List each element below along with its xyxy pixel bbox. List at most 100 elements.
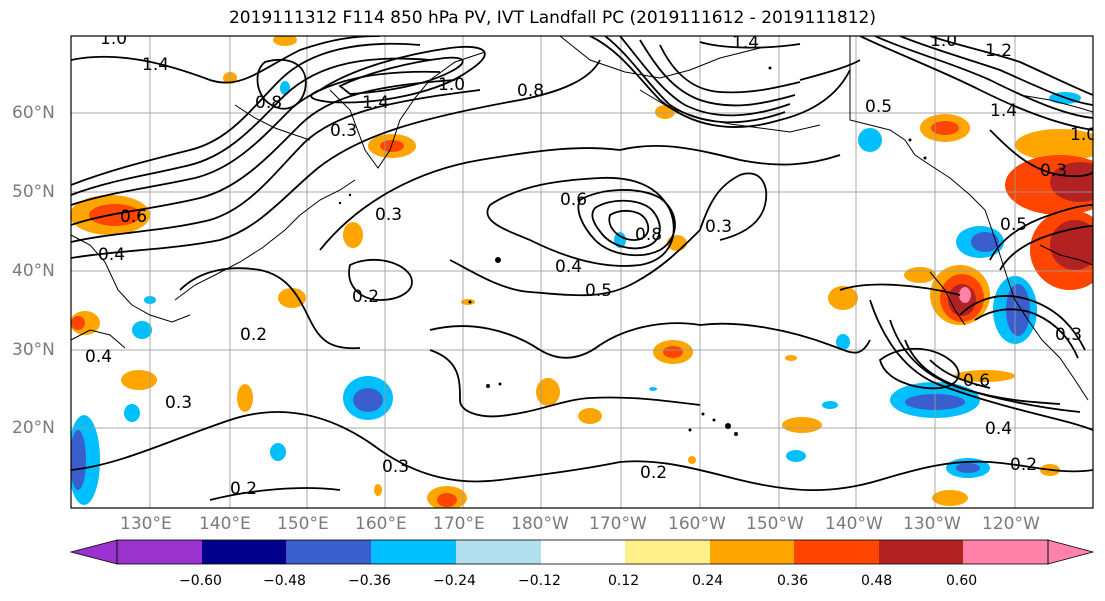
colorbar-tick-label: −0.60 bbox=[179, 573, 222, 589]
positive-anomaly-patch bbox=[828, 286, 858, 310]
lon-label: 160°E bbox=[355, 514, 407, 534]
negative-anomaly-patch bbox=[132, 321, 152, 339]
negative-anomaly-patch bbox=[971, 232, 999, 252]
positive-anomaly-patch bbox=[461, 299, 475, 305]
lat-label: 50°N bbox=[12, 182, 55, 202]
colorbar-bin bbox=[963, 540, 1048, 564]
lon-label: 130°E bbox=[120, 514, 172, 534]
map-area: 1.0 1.4 0.8 1.4 1.0 0.3 0.8 1.4 1.0 1.2 … bbox=[71, 29, 1097, 508]
negative-anomaly-patch bbox=[280, 81, 290, 95]
contour-label: 1.0 bbox=[1070, 125, 1097, 145]
lon-label: 130°W bbox=[903, 514, 961, 534]
colorbar-tick-label: 0.12 bbox=[608, 573, 640, 589]
contour-label: 0.2 bbox=[640, 463, 667, 483]
contour-label: 0.3 bbox=[382, 457, 409, 477]
contour-label: 0.6 bbox=[560, 190, 587, 210]
colorbar-bin bbox=[286, 540, 371, 564]
lon-label: 150°E bbox=[277, 514, 329, 534]
contour-label: 0.5 bbox=[585, 281, 612, 301]
contour-label: 0.3 bbox=[705, 217, 732, 237]
lon-label: 140°E bbox=[199, 514, 251, 534]
positive-anomaly-patch bbox=[374, 484, 382, 496]
colorbar-extend-high bbox=[1047, 539, 1095, 565]
contour-label: 0.6 bbox=[120, 207, 147, 227]
colorbar-tick-label: 0.48 bbox=[861, 573, 893, 589]
contour-label: 0.4 bbox=[98, 245, 125, 265]
contour-label: 1.4 bbox=[362, 93, 389, 113]
contour-label: 0.3 bbox=[375, 205, 402, 225]
colorbar-bin bbox=[456, 540, 541, 564]
colorbar-bin bbox=[879, 540, 963, 564]
map-frame bbox=[70, 35, 1094, 509]
contour-label: 1.0 bbox=[100, 29, 127, 49]
contour-label: 0.2 bbox=[240, 325, 267, 345]
negative-anomaly-patch bbox=[71, 430, 86, 490]
contour-label: 0.2 bbox=[1010, 455, 1037, 475]
positive-anomaly-patch bbox=[688, 456, 696, 464]
negative-anomaly-patch bbox=[956, 463, 980, 473]
contour-label: 0.3 bbox=[1055, 325, 1082, 345]
colorbar-tick-label: −0.24 bbox=[433, 573, 476, 589]
colorbar-tick-label: −0.48 bbox=[263, 573, 306, 589]
colorbar-tick-label: 0.24 bbox=[692, 573, 724, 589]
positive-anomaly-patch bbox=[959, 287, 971, 303]
colorbar-outline bbox=[116, 539, 1049, 565]
colorbar bbox=[69, 539, 1095, 565]
positive-anomaly-patch bbox=[437, 493, 457, 507]
contour-label-group: 1.0 1.4 0.8 1.4 1.0 0.3 0.8 1.4 1.0 1.2 … bbox=[85, 29, 1097, 499]
contour-label: 1.4 bbox=[732, 33, 759, 53]
contour-label: 0.8 bbox=[517, 81, 544, 101]
coastlines bbox=[71, 36, 1093, 401]
colorbar-extend-low bbox=[69, 539, 118, 565]
contour-label: 0.3 bbox=[1040, 161, 1067, 181]
contour-label: 0.3 bbox=[330, 121, 357, 141]
lat-label: 60°N bbox=[12, 103, 55, 123]
positive-anomaly-patch bbox=[904, 267, 936, 283]
lon-label: 170°W bbox=[589, 514, 647, 534]
lon-label: 140°W bbox=[825, 514, 883, 534]
colorbar-bin bbox=[371, 540, 456, 564]
contour-label: 0.4 bbox=[555, 257, 582, 277]
contour-label: 1.4 bbox=[142, 55, 169, 75]
lon-label: 170°E bbox=[433, 514, 485, 534]
negative-anomaly-patch bbox=[649, 387, 657, 391]
colorbar-bin bbox=[117, 540, 202, 564]
map-title: 2019111312 F114 850 hPa PV, IVT Landfall… bbox=[228, 8, 876, 28]
colorbar-tick-label: −0.12 bbox=[518, 573, 561, 589]
contour-label: 0.8 bbox=[635, 225, 662, 245]
colorbar-tick-label: 0.60 bbox=[946, 573, 978, 589]
contour-label: 0.8 bbox=[255, 93, 282, 113]
colorbar-bin bbox=[625, 540, 710, 564]
positive-anomaly-patch bbox=[785, 355, 797, 361]
negative-anomaly-patch bbox=[124, 404, 140, 422]
colorbar-tick-label: −0.36 bbox=[348, 573, 391, 589]
contour-label: 0.2 bbox=[230, 479, 257, 499]
contour-label: 1.0 bbox=[930, 31, 957, 51]
positive-anomaly-patch bbox=[71, 316, 85, 330]
positive-anomaly-patch bbox=[663, 346, 683, 358]
positive-anomaly-patch bbox=[578, 408, 602, 424]
positive-anomaly-patch bbox=[237, 384, 253, 412]
contour-label: 0.5 bbox=[865, 97, 892, 117]
positive-anomaly-patch bbox=[121, 370, 157, 390]
negative-anomaly-patch bbox=[858, 128, 882, 152]
colorbar-bin bbox=[710, 540, 794, 564]
contour-label: 0.3 bbox=[165, 393, 192, 413]
positive-anomaly-patch bbox=[343, 222, 363, 248]
contour-label: 0.4 bbox=[85, 347, 112, 367]
positive-anomaly-patch bbox=[278, 288, 306, 308]
positive-anomaly-patch bbox=[380, 140, 404, 152]
positive-anomaly-patch bbox=[1015, 129, 1093, 161]
colorbar-bin bbox=[794, 540, 879, 564]
negative-anomaly-patch bbox=[822, 401, 838, 409]
lat-label: 20°N bbox=[12, 418, 55, 438]
negative-anomaly-patch bbox=[786, 450, 806, 462]
island-markers bbox=[338, 66, 927, 436]
positive-anomaly-patch bbox=[273, 36, 297, 46]
positive-anomaly-patch bbox=[955, 370, 1015, 382]
positive-anomaly-patch bbox=[782, 417, 822, 433]
contour-label: 0.4 bbox=[985, 419, 1012, 439]
positive-anomaly-patch bbox=[931, 121, 959, 135]
contour-label: 0.2 bbox=[352, 287, 379, 307]
